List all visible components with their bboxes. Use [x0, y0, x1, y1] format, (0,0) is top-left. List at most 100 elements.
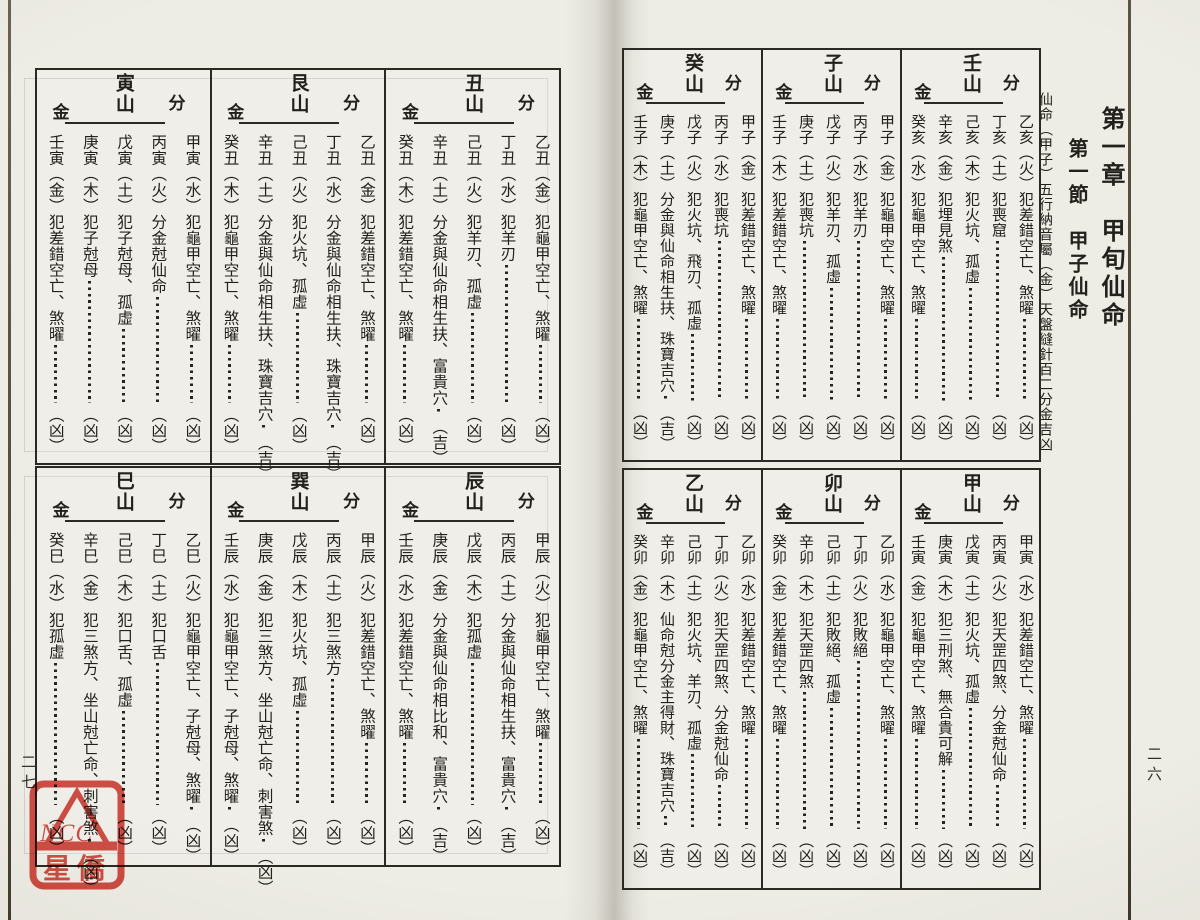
- verdict-label: （凶）: [990, 405, 1006, 450]
- ganzhi-label: 己卯: [824, 534, 840, 565]
- verdict-label: （吉）: [430, 817, 448, 864]
- dotted-leader: [942, 256, 945, 401]
- jin-sub-label: 金: [914, 503, 932, 522]
- dotted-leader: [884, 738, 887, 829]
- entry-columns: 乙丑（金）犯龜甲空亡、煞曜 （凶） 丁丑（水）犯羊刃 （凶） 己丑（火）犯羊刃、孤虛 （凶…: [386, 126, 559, 466]
- stamp-text-xingqiao: 星僑: [43, 853, 111, 885]
- verdict-label: （凶）: [115, 406, 133, 454]
- entry-text: 癸亥（水）犯龜甲空亡、煞曜: [909, 114, 925, 316]
- fenjin-entry-column: 癸卯（金）犯龜甲空亡、煞曜 （凶）: [625, 534, 652, 878]
- ganzhi-label: 庚子: [658, 114, 674, 145]
- jin-sub-label: 金: [401, 103, 419, 122]
- entry-description: 犯火坑、孤虛: [963, 611, 979, 705]
- fenjin-entry-column: 戊辰（木）犯孤虛 （凶）: [456, 532, 490, 855]
- fenjin-entry-column: 乙卯（水）犯差錯空亡、煞曜 （凶）: [733, 534, 760, 878]
- header-rule: [413, 520, 515, 522]
- element-label: （木）: [797, 565, 813, 612]
- ganzhi-label: 庚辰: [255, 532, 273, 564]
- entry-columns: 甲子（金）犯差錯空亡、煞曜 （凶） 丙子（水）犯喪坑 （凶） 戊子（火）犯火坑、飛刃、孤…: [624, 106, 761, 460]
- ganzhi-label: 庚寅: [936, 534, 952, 565]
- entry-description: 犯火坑、飛刃、孤虛: [685, 191, 701, 332]
- ganzhi-label: 壬辰: [396, 532, 414, 564]
- entry-columns: 乙巳（火）犯龜甲空亡、子尅母、煞曜 （凶） 丁巳（土）犯口舌 （凶） 己巳（木）犯口舌、…: [37, 524, 210, 896]
- element-label: （金）: [532, 166, 550, 214]
- verdict-label: （凶）: [631, 833, 647, 878]
- entry-description: 分金與仙命相生扶、珠寶吉穴: [323, 214, 341, 422]
- dotted-leader: [53, 345, 57, 403]
- entry-text: 丙子（水）犯喪坑: [712, 114, 728, 238]
- element-label: （水）: [878, 565, 894, 612]
- element-label: （土）: [323, 564, 341, 612]
- ganzhi-label: 戊子: [685, 114, 701, 145]
- fenjin-entry-column: 己卯（土）犯敗絕、孤虛 （凶）: [818, 534, 845, 878]
- verdict-label: （凶）: [149, 808, 167, 856]
- element-label: （火）: [685, 145, 701, 192]
- fenjin-entry-column: 甲寅（水）犯差錯空亡、煞曜 （凶）: [1011, 534, 1038, 878]
- ganzhi-label: 癸卯: [631, 534, 647, 565]
- entry-description: 犯孤虛: [46, 612, 64, 660]
- entry-text: 乙巳（火）犯龜甲空亡、子尅母、煞曜: [183, 532, 200, 804]
- element-label: （土）: [430, 166, 448, 214]
- dotted-leader: [155, 663, 159, 805]
- verdict-label: （凶）: [183, 817, 201, 864]
- entry-text: 壬寅（金）犯龜甲空亡、煞曜: [909, 534, 925, 736]
- mountain-name: 辰山: [462, 471, 484, 513]
- dotted-leader: [915, 318, 918, 401]
- element-label: （水）: [498, 166, 516, 214]
- mountain-column-group: 艮山分金乙丑（金）犯差錯空亡、煞曜 （凶） 丁丑（水）分金與仙命相生扶、珠寶吉穴 （吉…: [209, 70, 385, 482]
- dotted-leader: [364, 743, 368, 805]
- verdict-label: （凶）: [963, 405, 979, 450]
- ganzhi-label: 壬寅: [46, 134, 64, 166]
- element-label: （木）: [963, 145, 979, 192]
- fenjin-entry-column: 辛丑（土）分金與仙命相生扶、珠寶吉穴 （吉）: [247, 134, 281, 482]
- ganzhi-label: 辛丑: [430, 134, 448, 166]
- fenjin-entry-column: 壬子（木）犯差錯空亡、煞曜 （凶）: [764, 114, 791, 450]
- element-label: （金）: [909, 565, 925, 612]
- group-header: 艮山分 金: [212, 70, 385, 126]
- mountain-name: 艮山: [287, 73, 309, 115]
- mountain-column-group: 巳山分 金乙巳（火）犯龜甲空亡、子尅母、煞曜 （凶） 丁巳（土）犯口舌 （凶） 己巳（木）…: [37, 468, 210, 896]
- dotted-leader: [505, 265, 509, 403]
- fen-sub-label: 分: [863, 494, 881, 513]
- dotted-leader: [830, 707, 833, 829]
- verdict-label: （凶）: [183, 406, 201, 454]
- chapter-title: 第一章 甲旬仙命: [1097, 106, 1123, 330]
- entry-text: 己亥（木）犯火坑、孤虛: [963, 114, 979, 285]
- mountain-name: 甲山: [960, 473, 981, 515]
- dotted-leader: [830, 287, 833, 401]
- fenjin-entry-column: 戊寅（土）犯火坑、孤虛 （凶）: [957, 534, 984, 878]
- dotted-leader: [296, 711, 300, 805]
- ganzhi-label: 戊子: [824, 114, 840, 145]
- entry-text: 庚子（土）犯喪坑: [797, 114, 813, 238]
- verdict-label: （凶）: [46, 406, 64, 454]
- entry-text: 乙卯（水）犯差錯空亡、煞曜: [739, 534, 755, 736]
- entry-description: 犯龜甲空亡、煞曜: [909, 191, 925, 316]
- fenjin-entry-column: 甲子（金）犯差錯空亡、煞曜 （凶）: [733, 114, 760, 450]
- entry-description: 犯三煞方、坐山尅亡命、刺害煞: [80, 612, 98, 836]
- entry-description: 犯三煞方: [323, 612, 341, 676]
- fenjin-entry-column: 辛亥（金）犯埋見煞 （凶）: [930, 114, 957, 450]
- dotted-leader: [364, 345, 368, 403]
- fenjin-entry-column: 戊辰（木）犯火坑、孤虛 （凶）: [281, 532, 315, 855]
- verdict-label: （凶）: [712, 405, 728, 450]
- ganzhi-label: 甲辰: [358, 532, 376, 564]
- dotted-leader: [942, 769, 945, 829]
- element-label: （土）: [658, 145, 674, 192]
- element-label: （土）: [115, 166, 133, 214]
- dotted-leader: [330, 425, 334, 431]
- verdict-label: （凶）: [289, 406, 307, 454]
- mountain-name: 巳山: [112, 471, 134, 513]
- fen-sub-label: 分: [863, 74, 881, 93]
- group-header: 癸山分 金: [624, 50, 761, 106]
- entry-text: 戊辰（木）犯孤虛: [464, 532, 481, 660]
- mountain-column-group: 辰山分 金甲辰（火）犯龜甲空亡、煞曜 （凶） 丙辰（土）分金與仙命相生扶、富貴穴 （吉）…: [384, 468, 559, 865]
- ganzhi-label: 甲寅: [183, 134, 201, 166]
- fenjin-entry-column: 丙子（水）犯喪坑 （凶）: [706, 114, 733, 450]
- fenjin-entry-column: 丙寅（火）分金尅仙命 （凶）: [140, 134, 174, 453]
- dotted-leader: [228, 345, 232, 403]
- element-label: （火）: [149, 166, 167, 214]
- fenjin-entry-column: 甲子（金）犯龜甲空亡、煞曜 （凶）: [872, 114, 899, 450]
- entry-description: 犯羊刃: [851, 191, 867, 239]
- element-label: （火）: [289, 166, 307, 214]
- dotted-leader: [296, 313, 300, 403]
